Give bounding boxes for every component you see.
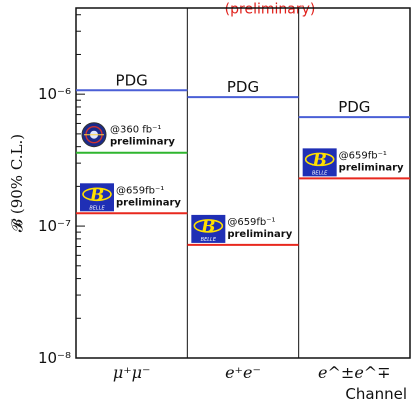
annotation-status: preliminary xyxy=(339,162,404,173)
annotation-status: preliminary xyxy=(110,137,175,148)
belle-logo-letter: B xyxy=(311,150,326,170)
pdg-labels: PDG PDG PDG xyxy=(116,71,371,116)
pdg-label: PDG xyxy=(227,78,259,96)
x-category-label: e⁺e⁻ xyxy=(225,363,261,382)
annotation-status: preliminary xyxy=(227,229,292,240)
belle-logo-text: BELLE xyxy=(312,170,328,176)
belle-logo-letter: B xyxy=(200,217,215,237)
belle-logo-orbit xyxy=(82,187,112,202)
x-category-label: e^±e^∓ xyxy=(318,363,391,382)
y-tick-label: 10⁻⁶ xyxy=(38,85,71,103)
belle-logo-letter: B xyxy=(89,185,104,205)
annotation-luminosity: @659fb⁻¹ xyxy=(227,217,275,228)
y-tick-labels: 10⁻⁸ 10⁻⁷ 10⁻⁶ xyxy=(38,85,71,367)
x-category-labels: μ⁺μ⁻ e⁺e⁻ e^±e^∓ xyxy=(113,363,391,382)
y-axis-label: 𝓑 (90% C.L.) xyxy=(8,134,26,232)
belle-logo-text: BELLE xyxy=(89,205,105,211)
belle-logo-text: BELLE xyxy=(201,237,217,243)
x-category-label: μ⁺μ⁻ xyxy=(113,363,151,382)
x-axis-label: Channel xyxy=(345,385,407,403)
annotation-luminosity: @360 fb⁻¹ xyxy=(110,125,161,136)
annotation-luminosity: @659fb⁻¹ xyxy=(339,150,387,161)
belle-logo-orbit xyxy=(193,219,224,233)
plot-frame xyxy=(75,7,411,359)
annotation-luminosity: @659fb⁻¹ xyxy=(116,185,164,196)
y-tick-label: 10⁻⁷ xyxy=(38,217,71,235)
y-tick-label: 10⁻⁸ xyxy=(38,349,71,367)
result-annotations: @360 fb⁻¹preliminaryBBELLE@659fb⁻¹prelim… xyxy=(80,122,404,243)
axis-ticks xyxy=(76,14,85,359)
belle-logo-orbit xyxy=(304,152,335,167)
plot-border xyxy=(75,7,411,359)
chart-title: (preliminary) xyxy=(225,2,316,18)
pdg-label: PDG xyxy=(116,71,148,89)
pdg-label: PDG xyxy=(338,98,370,116)
limit-lines xyxy=(76,89,410,246)
annotation-status: preliminary xyxy=(116,197,181,208)
